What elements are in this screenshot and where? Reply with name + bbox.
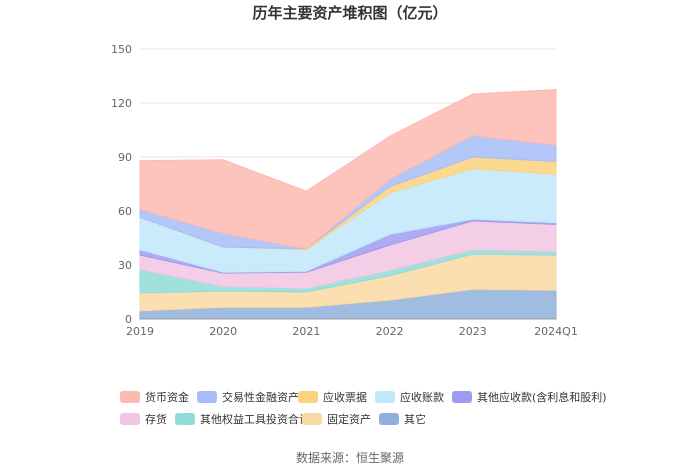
area-series [139,88,557,320]
y-tick-label: 60 [118,205,132,218]
legend-label: 存货 [145,412,167,426]
legend: 货币资金 交易性金融资产 应收票据 应收账款 其他应收款(含利息和股利) 存货 其他权益工具… [120,390,607,426]
x-tick-label: 2021 [292,325,320,338]
axes: 0 30 60 90 120 150 2019 2020 2021 2022 2023 2024Q1 [111,43,578,338]
legend-swatch [175,413,195,425]
y-tick-label: 150 [111,43,132,56]
chart-title: 历年主要资产堆积图（亿元） [252,4,447,22]
x-tick-label: 2022 [376,325,404,338]
legend-swatch [452,391,472,403]
legend-label: 货币资金 [145,390,189,404]
legend-label: 交易性金融资产 [222,390,299,404]
legend-swatch [197,391,217,403]
legend-label: 其他应收款(含利息和股利) [477,390,607,404]
legend-label: 固定资产 [327,412,371,426]
y-tick-label: 90 [118,151,132,164]
legend-label: 其它 [404,412,426,426]
legend-label: 应收票据 [323,390,367,404]
legend-swatch [302,413,322,425]
y-tick-label: 120 [111,97,132,110]
x-tick-label: 2023 [459,325,487,338]
y-tick-label: 30 [118,259,132,272]
data-source-note: 数据来源：恒生聚源 [296,450,404,465]
legend-swatch [120,413,140,425]
legend-swatch [375,391,395,403]
legend-swatch [120,391,140,403]
legend-swatch [379,413,399,425]
legend-label: 其他权益工具投资合计 [200,412,310,426]
x-tick-label: 2024Q1 [534,325,578,338]
legend-swatch [298,391,318,403]
area-series-8 [139,88,557,250]
y-tick-label: 0 [125,313,132,326]
x-tick-label: 2020 [209,325,237,338]
legend-label: 应收账款 [400,390,444,404]
x-tick-label: 2019 [126,325,154,338]
